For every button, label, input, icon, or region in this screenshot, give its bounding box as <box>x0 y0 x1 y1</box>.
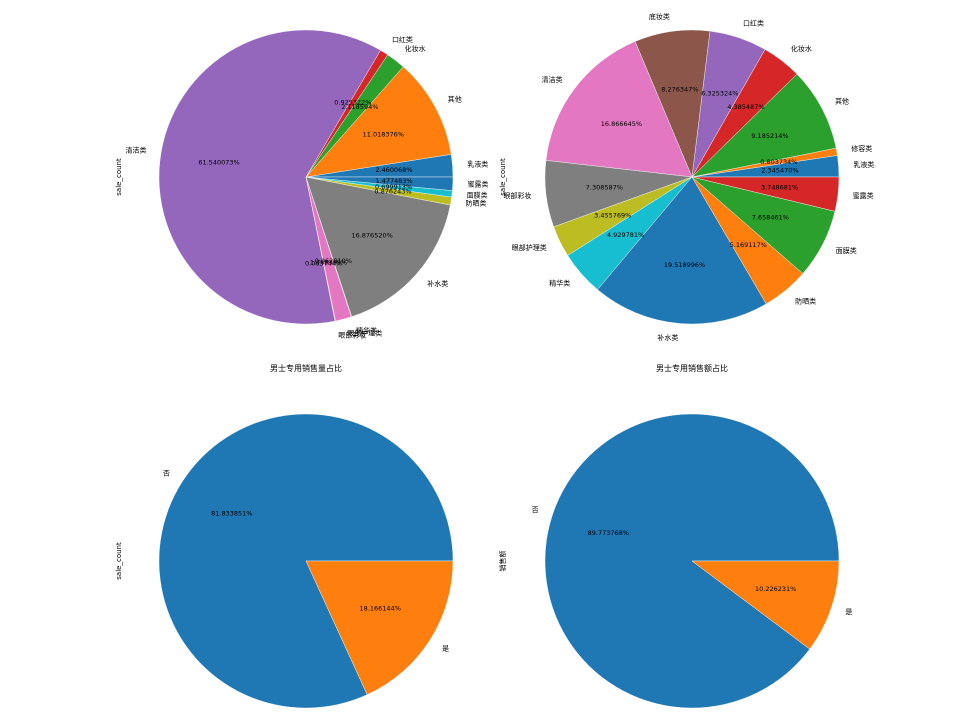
pie-0-slice-11-percent: 1.477483% <box>375 177 412 185</box>
pie-3-wedges <box>544 413 840 709</box>
pie-1-slice-4-label: 口红类 <box>743 19 764 28</box>
pie-1-slice-10-percent: 19.518996% <box>664 261 705 269</box>
pie-2-labels: 否 81.833851% 是 18.166144% <box>163 470 449 653</box>
pie-0-slice-9-percent: 0.876243% <box>374 187 411 195</box>
pie-3-slice-0-percent: 89.773768% <box>588 529 629 537</box>
pie-0-slice-1-label: 其他 <box>448 94 462 103</box>
pie-1-slice-9-label: 精华类 <box>549 278 570 287</box>
pie-1-slice-6 <box>545 41 693 178</box>
pie-0-slice-11 <box>305 176 454 191</box>
pie-3-title: 男士专用销售额占比 <box>656 363 728 373</box>
pie-0-slice-4-label: 清洁类 <box>126 145 147 154</box>
pie-0-slice-7-label: 精华类 <box>356 326 377 335</box>
pie-2-slice-1-label: 是 <box>442 644 449 652</box>
pie-1-slice-0-percent: 2.345470% <box>761 167 798 175</box>
pie-0-slice-8 <box>305 176 451 317</box>
pie-3-slice-1-label: 是 <box>845 608 852 616</box>
pie-3-slice-0-label: 否 <box>532 506 539 514</box>
pie-1-slice-4-percent: 6.325324% <box>701 89 738 97</box>
pie-1-slice-13-percent: 3.748681% <box>761 183 798 191</box>
pie-chart-men-only-sale-count: 否 81.833851% 是 18.166144% 男士专用销售量占比 sale_co… <box>115 363 454 709</box>
pie-0-slice-10-percent: 0.699913% <box>375 183 412 191</box>
pie-1-slice-13-label: 蜜露类 <box>853 191 874 200</box>
pie-1-slice-2-percent: 9.185214% <box>751 132 788 140</box>
pie-1-slice-6-label: 清洁类 <box>542 75 563 84</box>
pie-1-labels: 乳液类 2.345470% 修容类 0.803734% 其他 9.185214% 化妆水 4.… <box>503 12 874 342</box>
pie-1-slice-5-percent: 8.276347% <box>661 86 698 94</box>
pie-3-labels: 否 89.773768% 是 10.226231% <box>532 506 853 616</box>
pie-0-slice-2-percent: 2.118594% <box>341 103 378 111</box>
pie-3-slice-1-percent: 10.226231% <box>755 585 796 593</box>
pie-0-slice-4 <box>158 29 381 325</box>
pie-0-slice-10-label: 面膜类 <box>467 191 488 200</box>
pie-1-slice-2 <box>691 73 837 178</box>
pie-1-slice-1-percent: 0.803734% <box>760 158 797 166</box>
pie-1-slice-6-percent: 16.866645% <box>601 120 642 128</box>
pie-1-slice-3-percent: 4.385487% <box>727 103 764 111</box>
pie-0-slice-5-percent: 0.063744% <box>305 259 342 267</box>
pie-0-slice-4-percent: 61.540073% <box>198 158 239 166</box>
pie-3-slice-1 <box>691 560 840 650</box>
pie-0-slice-0-label: 乳液类 <box>467 160 488 169</box>
pie-1-slice-8-label: 眼部护理类 <box>512 243 547 252</box>
pie-0-ylabel: sale_count <box>115 158 123 196</box>
pie-1-slice-9-percent: 4.929781% <box>607 231 644 239</box>
pie-1-ylabel: sale_count <box>499 158 507 196</box>
pie-2-wedges <box>158 413 454 709</box>
pie-1-slice-13 <box>691 176 840 212</box>
pie-0-slice-3-percent: 0.925322% <box>334 98 371 106</box>
pie-0-slice-8-label: 补水类 <box>427 279 448 288</box>
pie-chart-category-sale-amount: 乳液类 2.345470% 修容类 0.803734% 其他 9.185214% 化妆水 4.… <box>499 12 874 342</box>
pie-1-wedges <box>544 29 840 325</box>
pie-0-slice-9-label: 防晒类 <box>466 198 487 207</box>
pie-1-slice-1-label: 修容类 <box>851 144 872 153</box>
pie-0-slice-6-label: 眼部护理类 <box>347 328 382 337</box>
pie-0-slice-1-percent: 11.018376% <box>363 131 404 139</box>
pie-2-title: 男士专用销售量占比 <box>270 363 342 373</box>
pie-chart-category-sale-count: 乳液类 2.460068% 其他 11.018376% 化妆水 2.118594% 口红类 0… <box>115 29 489 339</box>
pie-chart-men-only-sale-amount: 否 89.773768% 是 10.226231% 男士专用销售额占比 销售额 <box>498 363 853 709</box>
pie-0-wedges <box>158 29 454 325</box>
pie-2-ylabel: sale_count <box>115 542 123 580</box>
pie-0-slice-0-percent: 2.460068% <box>375 166 412 174</box>
pie-0-slice-11-label: 蜜露类 <box>468 180 489 189</box>
pie-0-labels: 乳液类 2.460068% 其他 11.018376% 化妆水 2.118594% 口红类 0… <box>126 35 489 339</box>
pie-1-slice-3-label: 化妆水 <box>791 44 812 53</box>
pie-0-slice-7-percent: 0.062010% <box>315 257 352 265</box>
pie-1-slice-11-label: 防晒类 <box>795 297 816 306</box>
pie-1-slice-12-percent: 7.658461% <box>752 213 789 221</box>
pie-0-slice-3-label: 口红类 <box>392 35 413 44</box>
pie-0-slice-5-label: 眼部彩妆 <box>338 330 366 339</box>
pie-1-slice-8-percent: 3.455769% <box>594 212 631 220</box>
pie-2-slice-0-percent: 81.833851% <box>211 509 252 517</box>
pie-1-slice-7-label: 眼部彩妆 <box>503 191 531 200</box>
pie-1-slice-0-label: 乳液类 <box>853 160 874 169</box>
pie-2-slice-1 <box>305 560 454 695</box>
pie-2-slice-0-label: 否 <box>163 470 170 478</box>
pie-3-ylabel: 销售额 <box>498 551 507 572</box>
pie-1-slice-10 <box>597 176 767 325</box>
pie-1-slice-5-label: 底妆类 <box>649 12 670 21</box>
pie-1-slice-7-percent: 7.308587% <box>586 183 623 191</box>
pie-2-slice-1-percent: 18.166144% <box>360 605 401 613</box>
pie-0-slice-1 <box>305 66 452 178</box>
pie-1-slice-10-label: 补水类 <box>657 333 678 342</box>
pie-1-slice-2-label: 其他 <box>835 96 849 105</box>
pie-1-slice-11-percent: 5.169117% <box>730 241 767 249</box>
pie-0-slice-2-label: 化妆水 <box>405 44 426 53</box>
pie-0-slice-6-percent: 1.748389% <box>310 258 347 266</box>
pie-0-slice-8-percent: 16.876520% <box>351 231 392 239</box>
pie-1-slice-12-label: 面膜类 <box>836 246 857 255</box>
